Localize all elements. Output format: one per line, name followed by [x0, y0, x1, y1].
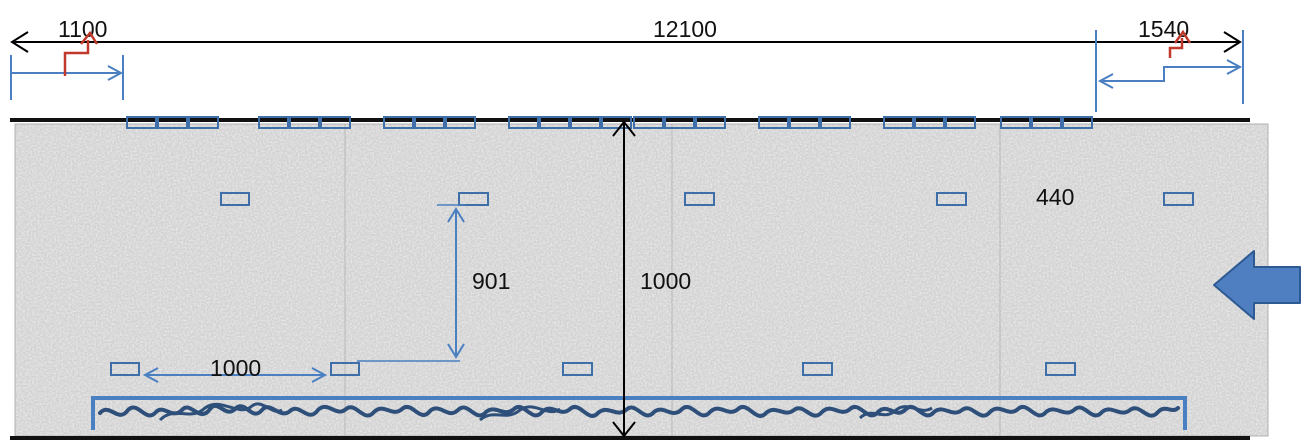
left-offset-dimension [10, 30, 124, 100]
offset-arrowhead-left [1097, 73, 1114, 89]
spacing-label-vertical: 901 [472, 268, 510, 294]
element-rect [802, 362, 833, 376]
top-element-rect [570, 116, 601, 129]
element-rect [936, 192, 967, 206]
top-element-rect [1031, 116, 1062, 129]
element-rect [684, 192, 715, 206]
red-step-arrow [1168, 38, 1184, 58]
right-offset-dimension [1095, 29, 1244, 112]
arrowhead-left [10, 31, 29, 53]
dimension-label-left: 1100 [58, 16, 107, 42]
scribble-line [158, 402, 933, 422]
offset-arrowhead [107, 65, 124, 81]
top-element-rect [508, 116, 539, 129]
arrowhead-right [1223, 31, 1242, 53]
element-rect [110, 362, 140, 376]
red-step-arrowhead [1173, 29, 1192, 44]
top-element-rect [126, 116, 157, 129]
top-element-rect [914, 116, 945, 129]
red-step-arrow [63, 40, 90, 76]
top-element-rect [383, 116, 414, 129]
dimension-label-total: 12100 [653, 16, 717, 42]
spacing-arrowhead-left [142, 367, 159, 383]
top-element-rect [945, 116, 976, 129]
element-rect [330, 362, 360, 376]
concrete-texture [15, 124, 1268, 436]
red-step-arrowhead [80, 30, 99, 45]
top-element-rect [695, 116, 726, 129]
top-element-rect [664, 116, 695, 129]
top-element-rect [157, 116, 188, 129]
spacing-arrowhead-bottom [447, 343, 465, 359]
offset-arrowhead-right [1226, 59, 1243, 75]
top-element-rect [633, 116, 664, 129]
left-arrow-icon [1213, 250, 1301, 320]
top-element-rect [188, 116, 219, 129]
top-element-rect [445, 116, 476, 129]
spacing-label-horizontal: 1000 [210, 355, 261, 381]
element-rect [220, 192, 250, 206]
top-element-rect [1000, 116, 1031, 129]
top-dimension: 1100 12100 1540 [10, 16, 1242, 53]
element-rect [1163, 192, 1194, 206]
element-rect [458, 192, 489, 206]
offset-step-line [1100, 66, 1240, 82]
vertical-spacing-dimension: 901 [357, 204, 510, 362]
bottom-reinforcement [91, 396, 1187, 430]
spacing-arrowhead-right [311, 367, 328, 383]
horizontal-spacing-dimension: 1000 [142, 355, 328, 383]
top-element-rect [414, 116, 445, 129]
top-element-rect [601, 116, 632, 129]
top-element-rect [320, 116, 351, 129]
scattered-elements [110, 192, 1194, 376]
top-element-rect [258, 116, 289, 129]
top-element-rect [539, 116, 570, 129]
dimension-label-right: 1540 [1138, 16, 1189, 42]
element-rect [1045, 362, 1076, 376]
top-element-row [126, 116, 1093, 129]
depth-arrowhead-top [612, 120, 636, 137]
element-rect [562, 362, 593, 376]
depth-arrowhead-bottom [612, 421, 636, 438]
top-element-rect [820, 116, 851, 129]
top-element-rect [883, 116, 914, 129]
top-element-rect [789, 116, 820, 129]
top-element-rect [289, 116, 320, 129]
label-440: 440 [1036, 184, 1074, 210]
depth-dimension: 1000 [612, 120, 691, 438]
top-element-rect [758, 116, 789, 129]
depth-label: 1000 [640, 268, 691, 294]
concrete-section [14, 123, 1269, 437]
spacing-arrowhead-top [447, 207, 465, 223]
top-element-rect [1062, 116, 1093, 129]
